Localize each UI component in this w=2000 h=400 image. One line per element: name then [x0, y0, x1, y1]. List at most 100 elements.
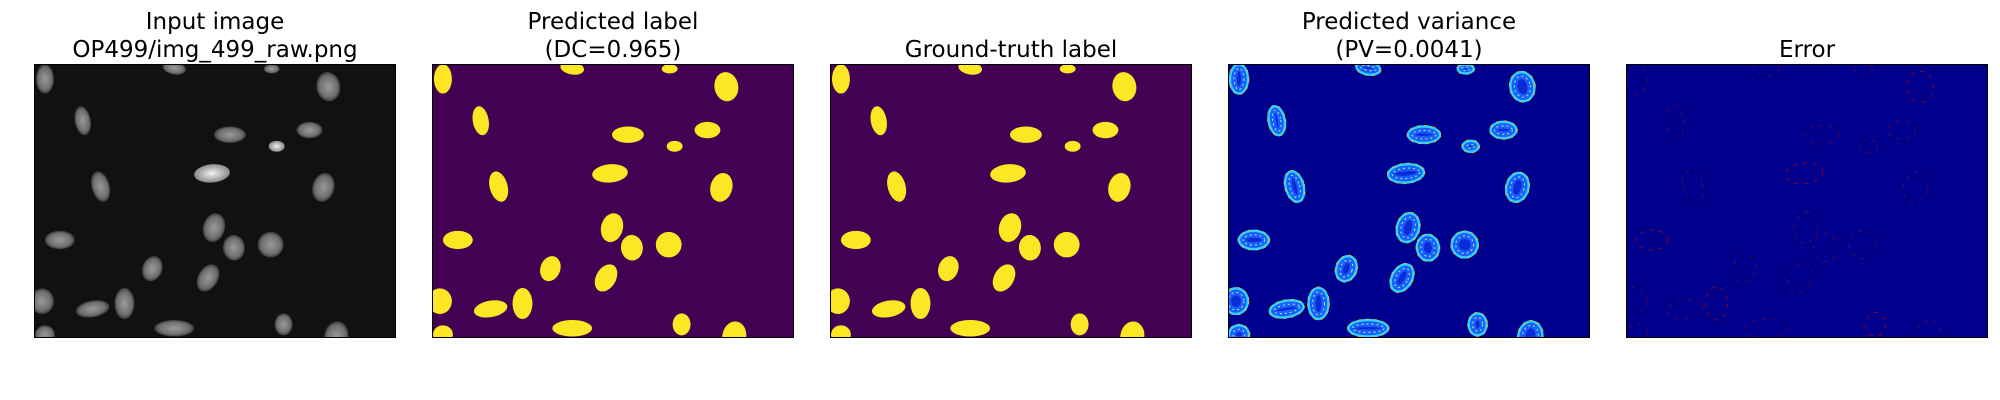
nucleus-5 [612, 126, 644, 143]
nucleus-22 [831, 325, 851, 337]
nucleus-8 [194, 164, 230, 183]
nucleus-core-15 [1342, 263, 1350, 275]
nucleus-1 [162, 65, 187, 75]
error-image [1627, 65, 1987, 337]
nucleus-23 [1865, 311, 1887, 337]
nucleus-5 [1804, 125, 1840, 145]
nucleus-core-10 [1513, 179, 1522, 195]
nucleus-inner-20 [1351, 323, 1385, 334]
nucleus-5 [214, 126, 246, 143]
title-line-1: Predicted label [527, 9, 699, 35]
nucleus-core-1 [1363, 66, 1374, 70]
title-line-1: Ground-truth label [904, 37, 1118, 63]
nucleus-rim-20 [1346, 318, 1390, 337]
nucleus-9 [887, 171, 907, 202]
nucleus-core-6 [1497, 128, 1510, 132]
nucleus-inner-1 [1359, 65, 1377, 72]
nucleus-17 [831, 288, 850, 314]
nucleus-19 [871, 300, 906, 318]
nucleus-rim-23 [1467, 311, 1489, 337]
nucleus-0 [433, 65, 452, 94]
nucleus-14 [1813, 233, 1839, 262]
nucleus-core-7 [1469, 145, 1472, 148]
nucleus-14 [1018, 234, 1041, 261]
nucleus-core-12 [1458, 238, 1471, 251]
nucleus-21 [1120, 321, 1145, 337]
nucleus-11 [1793, 211, 1819, 244]
nucleus-core-0 [1236, 71, 1241, 87]
nucleus-11 [202, 213, 226, 242]
nucleus-0 [1627, 65, 1648, 95]
nucleus-6 [694, 121, 721, 139]
nucleus-6 [296, 121, 323, 139]
nucleus-core-9 [1291, 178, 1298, 195]
nucleus-20 [154, 320, 195, 337]
image-background [1229, 65, 1589, 337]
image-background [1627, 65, 1987, 337]
nucleus-16 [992, 264, 1016, 292]
image-background [831, 65, 1191, 337]
nucleus-13 [442, 230, 473, 250]
image-background [35, 65, 395, 337]
nucleus-inner-19 [1273, 303, 1300, 315]
nucleus-rim-6 [1489, 120, 1518, 140]
nucleus-6 [1092, 121, 1119, 139]
nucleus-10 [1108, 172, 1131, 202]
nucleus-inner-14 [1420, 238, 1436, 258]
nucleus-rim-9 [1283, 169, 1306, 204]
nucleus-7 [1859, 139, 1879, 154]
nucleus-3 [1112, 72, 1137, 102]
nucleus-21 [722, 321, 747, 337]
nucleus-16 [196, 264, 220, 292]
image-background [433, 65, 793, 337]
nucleus-18 [910, 287, 931, 320]
nucleus-19 [473, 300, 508, 318]
nucleus-7 [1064, 140, 1081, 152]
panel-title: Predicted label (DC=0.965) [412, 8, 814, 64]
nucleus-1 [1752, 65, 1780, 77]
nucleus-13 [1635, 229, 1669, 251]
nucleus-rim-13 [1237, 229, 1271, 251]
nucleus-6 [1887, 120, 1916, 140]
nucleus-rim-12 [1450, 230, 1480, 259]
nucleus-12 [655, 231, 682, 258]
panel-predicted-variance: Predicted variance (PV=0.0041) [1228, 0, 1590, 400]
predicted-label-plot [432, 64, 794, 338]
nucleus-12 [257, 231, 284, 258]
nucleus-rim-11 [1395, 211, 1421, 244]
nucleus-inner-10 [1509, 176, 1526, 199]
nucleus-8 [592, 164, 628, 183]
predicted-variance-plot [1228, 64, 1590, 338]
nucleus-core-16 [1397, 271, 1407, 285]
nucleus-8 [990, 164, 1026, 183]
nucleus-22 [1229, 324, 1251, 337]
nucleus-15 [540, 256, 561, 282]
ground-truth-label-plot [830, 64, 1192, 338]
nucleus-15 [938, 256, 959, 282]
nucleus-20 [1744, 318, 1788, 337]
nucleus-14 [620, 234, 643, 261]
nucleus-2 [661, 65, 678, 74]
nucleus-rim-1 [1354, 65, 1382, 77]
title-line-1: Predicted variance [1301, 9, 1517, 35]
nucleus-rim-14 [1415, 233, 1441, 262]
nucleus-21 [324, 321, 349, 337]
nucleus-9 [1681, 169, 1704, 204]
nucleus-10 [710, 172, 733, 202]
predicted-variance-image [1229, 65, 1589, 337]
nucleus-4 [870, 106, 887, 136]
nucleus-core-19 [1276, 306, 1297, 312]
panel-title: Predicted variance (PV=0.0041) [1208, 8, 1610, 64]
nucleus-rim-15 [1334, 254, 1359, 283]
title-line-1: Error [1778, 37, 1836, 63]
error-plot [1626, 64, 1988, 338]
nucleus-19 [75, 300, 110, 318]
input-image [35, 65, 395, 337]
nucleus-4 [74, 106, 91, 136]
nucleus-10 [1902, 171, 1929, 204]
panel-title: Ground-truth label [810, 36, 1212, 64]
nucleus-1 [560, 65, 585, 75]
nucleus-inner-8 [1391, 167, 1421, 180]
nucleus-core-2 [1464, 67, 1467, 70]
panel-error: Error [1626, 0, 1988, 400]
